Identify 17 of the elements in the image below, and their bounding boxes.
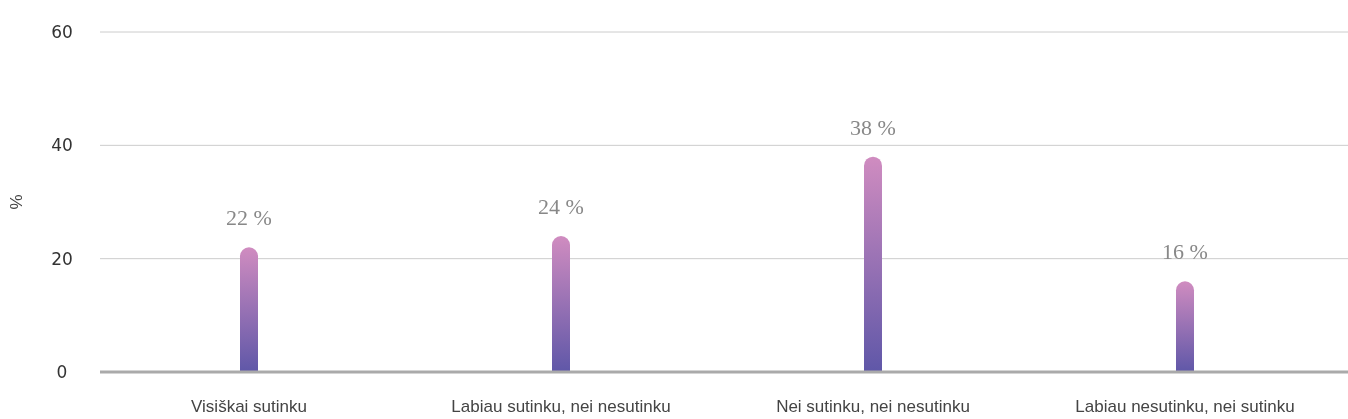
y-tick-label: 0 [56, 362, 68, 382]
x-tick-label: Labiau sutinku, nei nesutinku [451, 397, 671, 416]
y-tick-label: 20 [51, 248, 73, 269]
bar [552, 236, 570, 372]
data-label: 22 % [226, 205, 272, 231]
x-tick-label: Visiškai sutinku [191, 397, 307, 416]
x-tick-label: Nei sutinku, nei nesutinku [776, 397, 970, 416]
y-tick-label: 40 [51, 135, 73, 156]
data-label: 16 % [1162, 239, 1208, 265]
bar [1176, 281, 1194, 372]
data-label: 38 % [850, 114, 896, 140]
y-tick-label: 60 [51, 22, 73, 42]
bar [864, 156, 882, 372]
data-label: 24 % [538, 194, 584, 219]
bar [240, 247, 258, 372]
y-axis-title: % [7, 194, 26, 210]
x-tick-label: Labiau nesutinku, nei sutinku [1075, 397, 1295, 416]
